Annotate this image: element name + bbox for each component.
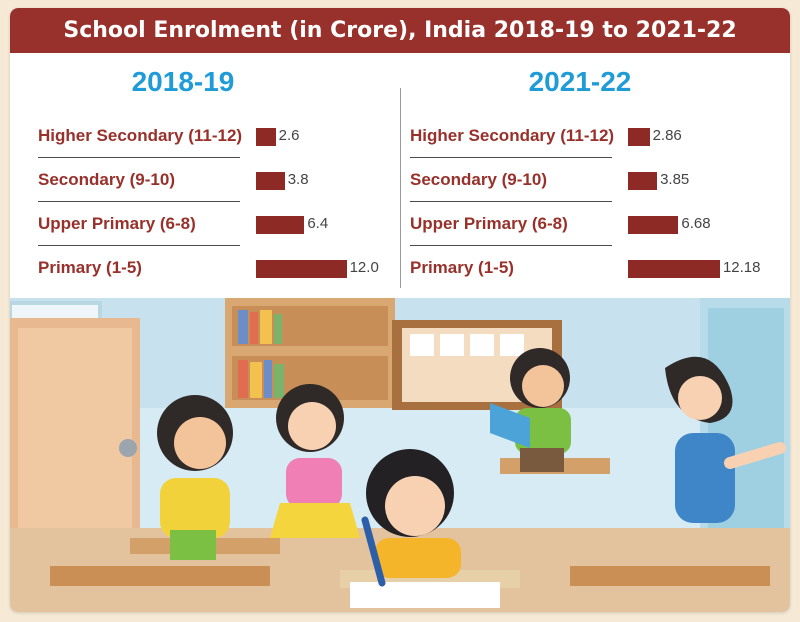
panel-2021-22: 2021-22 Higher Secondary (11-12) 2.86 Seco… (410, 66, 780, 296)
bar-primary-1-5 (256, 260, 347, 278)
bar-secondary-9-10 (628, 172, 658, 190)
row-divider (38, 201, 240, 202)
row-divider (410, 245, 612, 246)
bar-value-higher-secondary-11-12: 2.6 (278, 127, 300, 144)
bar-upper-primary-6-8 (628, 216, 679, 234)
category-label-secondary-9-10: Secondary (9-10) (38, 170, 175, 189)
panel-title-2021-22: 2021-22 (528, 66, 632, 97)
classroom-scene-svg (10, 298, 790, 612)
bar-primary-1-5 (628, 260, 720, 278)
row-divider (410, 157, 612, 158)
infographic-card: School Enrolment (in Crore), India 2018-… (10, 8, 790, 612)
chart-title: School Enrolment (in Crore), India 2018-… (10, 8, 790, 53)
bar-value-upper-primary-6-8: 6.4 (307, 215, 329, 232)
row-divider (410, 201, 612, 202)
bar-secondary-9-10 (256, 172, 285, 190)
bar-upper-primary-6-8 (256, 216, 305, 234)
category-label-higher-secondary-11-12: Higher Secondary (11-12) (410, 126, 615, 145)
category-label-higher-secondary-11-12: Higher Secondary (11-12) (38, 126, 243, 145)
bar-higher-secondary-11-12 (256, 128, 276, 146)
bar-value-upper-primary-6-8: 6.68 (681, 215, 711, 232)
bar-value-higher-secondary-11-12: 2.86 (652, 127, 682, 144)
category-label-upper-primary-6-8: Upper Primary (6-8) (38, 214, 196, 233)
bar-value-primary-1-5: 12.0 (349, 259, 379, 276)
panel-2018-19: 2018-19 Higher Secondary (11-12) 2.6 Secon… (38, 66, 408, 296)
panel-title-2018-19: 2018-19 (131, 66, 235, 97)
category-label-upper-primary-6-8: Upper Primary (6-8) (410, 214, 568, 233)
bar-value-secondary-9-10: 3.85 (660, 171, 690, 188)
classroom-illustration (10, 298, 790, 612)
row-divider (38, 157, 240, 158)
category-label-secondary-9-10: Secondary (9-10) (410, 170, 547, 189)
row-divider (38, 245, 240, 246)
bar-value-primary-1-5: 12.18 (722, 259, 761, 276)
category-label-primary-1-5: Primary (1-5) (410, 258, 514, 277)
bar-value-secondary-9-10: 3.8 (287, 171, 309, 188)
panel-divider (400, 88, 401, 288)
category-label-primary-1-5: Primary (1-5) (38, 258, 142, 277)
bar-higher-secondary-11-12 (628, 128, 650, 146)
